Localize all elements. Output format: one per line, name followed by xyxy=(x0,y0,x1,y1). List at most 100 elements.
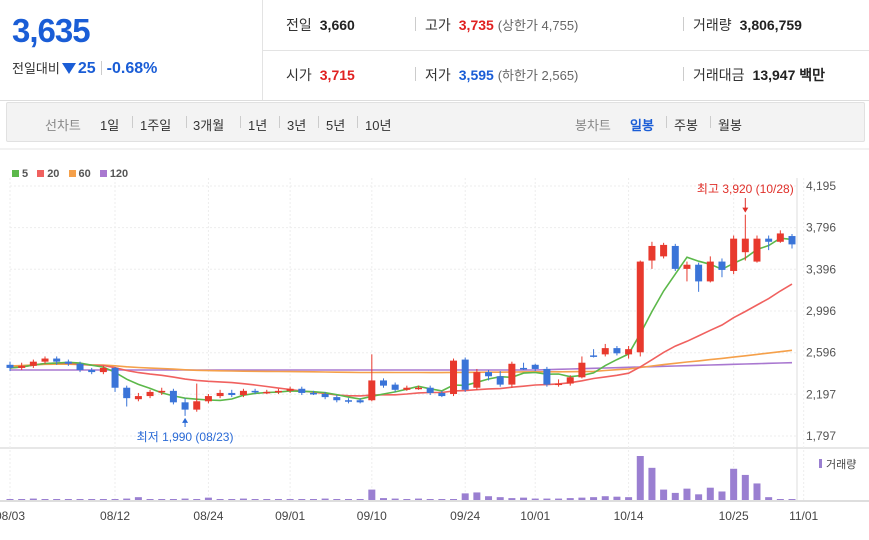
x-tick-label: 11/01 xyxy=(789,509,818,523)
volume-bar xyxy=(391,498,399,500)
period-5y[interactable]: 5년 xyxy=(326,118,346,133)
volume-bar xyxy=(169,499,177,500)
candle-body xyxy=(333,397,341,401)
volume-bar xyxy=(53,499,61,500)
volume-bar xyxy=(706,487,714,500)
x-tick-label: 08/03 xyxy=(0,509,25,523)
volume-bar xyxy=(123,498,131,500)
candle-body xyxy=(88,370,96,373)
plot-area xyxy=(10,178,797,448)
candle-body xyxy=(426,387,434,393)
legend-swatch xyxy=(37,170,45,177)
volume-bar xyxy=(216,499,224,500)
candle-body xyxy=(531,364,539,369)
candle-monthly[interactable]: 월봉 xyxy=(718,118,742,133)
period-3m[interactable]: 3개월 xyxy=(193,118,225,133)
volume-bar xyxy=(496,497,504,500)
candle-body xyxy=(309,392,317,395)
x-tick-label: 10/14 xyxy=(614,509,644,523)
candle-body xyxy=(204,396,212,402)
x-tick-label: 08/24 xyxy=(193,509,223,523)
volume-bar xyxy=(765,497,773,500)
ma20-line xyxy=(9,283,793,397)
volume: 거래량 3,806,759 xyxy=(693,17,802,33)
legend-swatch xyxy=(68,170,76,177)
volume-bar xyxy=(473,492,481,500)
high-arrow-head xyxy=(742,207,749,213)
candle-body xyxy=(741,238,749,253)
divider xyxy=(279,116,280,128)
volume-bar xyxy=(379,498,387,500)
x-tick-label: 08/12 xyxy=(100,509,130,523)
candle-body xyxy=(520,367,528,370)
x-tick-label: 10/25 xyxy=(719,509,749,523)
volume-bar xyxy=(485,496,493,500)
volume-bar xyxy=(41,499,49,500)
candle-body xyxy=(636,261,644,353)
volume-legend-label: 거래량 xyxy=(826,458,856,471)
open-price: 시가 3,715 xyxy=(286,67,355,83)
quote-panel: 3,635 전일대비 25 -0.68% 전일 3,660 고가 3,735 (상한가 … xyxy=(0,0,869,101)
period-1w[interactable]: 1주일 xyxy=(140,118,172,133)
candle-body xyxy=(193,401,201,410)
volume-bar xyxy=(403,499,411,500)
y-tick-label: 3,796 xyxy=(806,221,836,235)
volume-bar xyxy=(578,497,586,500)
low-arrow-head xyxy=(182,417,189,423)
volume-bar xyxy=(438,499,446,500)
volume-bar xyxy=(450,499,458,500)
candle-weekly[interactable]: 주봉 xyxy=(674,118,698,133)
candle-body xyxy=(438,392,446,397)
volume-bar xyxy=(590,497,598,500)
x-tick-label: 09/10 xyxy=(357,509,387,523)
quote-stats: 전일 3,660 고가 3,735 (상한가 4,755) 거래량 3,806,759… xyxy=(263,0,869,100)
current-price: 3,635 xyxy=(12,12,91,49)
candle-body xyxy=(6,364,14,368)
y-tick-label: 2,596 xyxy=(806,346,836,360)
candle-body xyxy=(18,365,26,368)
volume-bar xyxy=(29,498,37,500)
candle-body xyxy=(379,380,387,386)
divider xyxy=(710,116,711,128)
volume-bar xyxy=(531,498,539,500)
period-1d[interactable]: 1일 xyxy=(100,118,120,133)
volume-bar xyxy=(356,499,364,500)
y-tick-label: 3,396 xyxy=(806,262,836,276)
volume-bar xyxy=(88,499,96,500)
candle-body xyxy=(706,261,714,282)
stats-row: 시가 3,715 저가 3,595 (하한가 2,565) 거래대금 13,947 백… xyxy=(263,50,869,100)
high-annotation: 최고 3,920 (10/28) xyxy=(697,182,794,196)
y-tick-label: 4,195 xyxy=(806,179,836,193)
volume-bar xyxy=(333,499,341,500)
legend-swatch xyxy=(12,170,19,177)
candle-body xyxy=(496,376,504,385)
period-3y[interactable]: 3년 xyxy=(287,118,307,133)
line-chart-label: 선차트 xyxy=(45,118,81,133)
volume-bar xyxy=(461,493,469,500)
candle-body xyxy=(730,238,738,271)
volume-bar xyxy=(251,499,259,500)
volume-bar xyxy=(99,499,107,500)
volume-legend-swatch xyxy=(819,459,822,468)
candle-body xyxy=(555,383,563,386)
candle-body xyxy=(239,390,247,396)
down-triangle-icon xyxy=(61,63,76,74)
x-tick-label: 09/24 xyxy=(450,509,480,523)
period-10y[interactable]: 10년 xyxy=(365,118,392,133)
candle-body xyxy=(753,238,761,262)
volume-bar xyxy=(111,499,119,500)
candle-daily[interactable]: 일봉 xyxy=(630,118,654,133)
candle-chart-label: 봉차트 xyxy=(575,118,611,133)
volume-bar xyxy=(239,498,247,500)
volume-bar xyxy=(613,496,621,500)
divider xyxy=(318,116,319,128)
change-amount: 25 xyxy=(77,60,96,77)
divider xyxy=(357,116,358,128)
volume-bar xyxy=(76,499,84,500)
candle-body xyxy=(543,368,551,385)
y-tick-label: 2,197 xyxy=(806,387,836,401)
volume-bar xyxy=(64,499,72,500)
period-1y[interactable]: 1년 xyxy=(248,118,268,133)
price-box: 3,635 전일대비 25 -0.68% xyxy=(0,0,263,100)
